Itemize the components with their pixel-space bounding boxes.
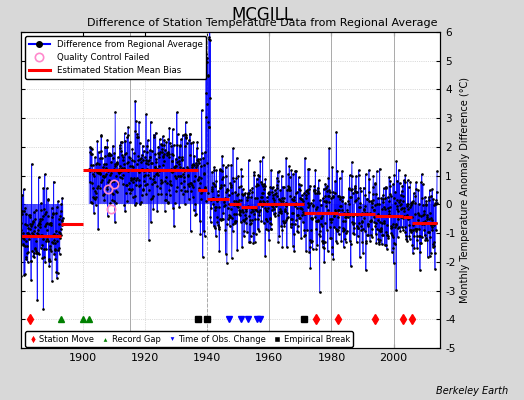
Y-axis label: Monthly Temperature Anomaly Difference (°C): Monthly Temperature Anomaly Difference (…	[460, 77, 470, 303]
Legend: Station Move, Record Gap, Time of Obs. Change, Empirical Break: Station Move, Record Gap, Time of Obs. C…	[25, 331, 353, 347]
Text: MCGILL: MCGILL	[231, 6, 293, 24]
Text: Berkeley Earth: Berkeley Earth	[436, 386, 508, 396]
Text: Difference of Station Temperature Data from Regional Average: Difference of Station Temperature Data f…	[87, 18, 437, 28]
